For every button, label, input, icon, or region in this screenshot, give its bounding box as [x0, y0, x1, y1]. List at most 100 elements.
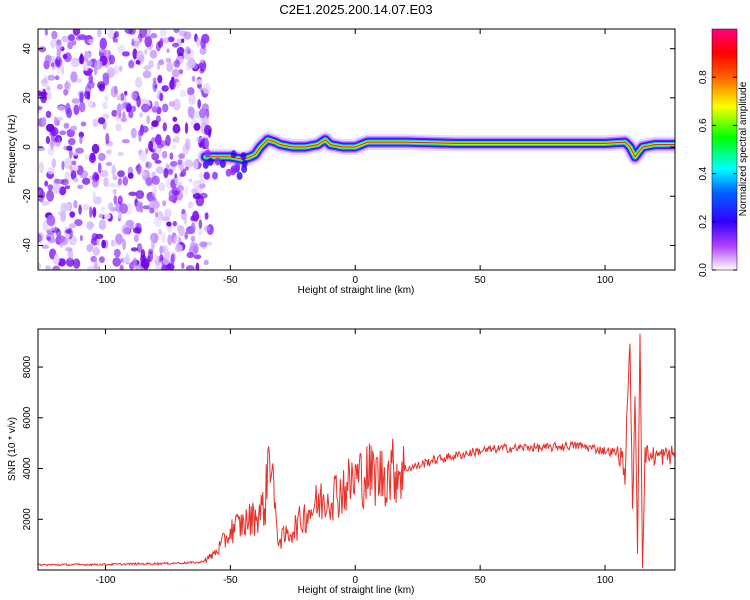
- spectrogram-panel: -100 -50 0 50 100 -40 -20 0 20 40 Height of strai…: [7, 28, 676, 296]
- noise-blob: [69, 165, 73, 173]
- noise-blob: [65, 229, 72, 235]
- noise-blob: [176, 46, 185, 57]
- noise-blob: [184, 185, 188, 196]
- noise-blob: [154, 253, 158, 262]
- noise-blob: [87, 38, 95, 45]
- noise-blob: [125, 219, 135, 227]
- noise-blob: [98, 256, 105, 263]
- noise-blob: [117, 195, 123, 205]
- noise-blob: [50, 39, 58, 47]
- y-tick-label: 20: [22, 92, 33, 104]
- noise-blob: [38, 233, 42, 243]
- noise-blob: [188, 178, 193, 183]
- noise-blob: [196, 36, 201, 47]
- noise-blob: [200, 38, 206, 49]
- y-tick-label: 40: [22, 43, 33, 55]
- noise-blob: [61, 65, 65, 76]
- noise-blob: [107, 202, 114, 211]
- noise-blob: [132, 257, 137, 269]
- noise-blob: [121, 139, 130, 144]
- noise-blob: [145, 29, 151, 37]
- noise-blob: [146, 115, 151, 124]
- noise-blob: [190, 241, 195, 251]
- noise-blob: [69, 211, 76, 218]
- noise-blob: [111, 164, 116, 177]
- noise-blob: [47, 226, 56, 232]
- spectral-blob: [230, 150, 237, 159]
- noise-blob: [53, 253, 60, 265]
- noise-blob: [150, 32, 158, 39]
- noise-blob: [40, 92, 47, 104]
- noise-blob: [156, 61, 161, 70]
- noise-blob: [117, 212, 123, 220]
- noise-blob: [43, 75, 47, 85]
- noise-blob: [152, 80, 158, 93]
- noise-blob: [161, 150, 168, 159]
- noise-blob: [152, 185, 157, 198]
- noise-blob: [184, 159, 194, 169]
- noise-blob: [172, 78, 179, 83]
- noise-blob: [130, 90, 138, 101]
- noise-blob: [108, 183, 117, 188]
- noise-blob: [107, 29, 115, 39]
- noise-blob: [94, 59, 103, 70]
- noise-blob: [87, 100, 94, 109]
- noise-blob: [63, 122, 70, 129]
- noise-blob: [188, 94, 196, 106]
- noise-blob: [102, 102, 108, 110]
- noise-blob: [98, 152, 106, 162]
- snr-frame: [37, 328, 676, 571]
- noise-blob: [91, 143, 100, 154]
- noise-blob: [139, 29, 147, 38]
- noise-blob: [183, 31, 192, 40]
- noise-blob: [172, 98, 181, 111]
- noise-blob: [199, 192, 208, 199]
- noise-blob: [85, 38, 89, 45]
- noise-blob: [114, 31, 119, 38]
- noise-blob: [113, 195, 118, 205]
- noise-blob: [127, 172, 134, 179]
- noise-blob: [117, 151, 124, 156]
- x-tick-label: 50: [475, 275, 487, 286]
- snr-line: [38, 333, 675, 569]
- noise-blob: [94, 174, 100, 181]
- noise-blob: [204, 137, 209, 149]
- y-tick-label: 2000: [22, 508, 33, 531]
- noise-blob: [174, 135, 180, 143]
- noise-blob: [104, 94, 109, 103]
- noise-blob: [116, 110, 120, 122]
- noise-blob: [149, 207, 155, 214]
- noise-blob: [71, 160, 77, 166]
- noise-blob: [161, 216, 170, 222]
- noise-blob: [45, 123, 55, 132]
- noise-blob: [41, 200, 50, 206]
- noise-blob: [195, 79, 203, 85]
- noise-blob: [46, 189, 54, 202]
- noise-blob: [70, 125, 78, 132]
- noise-blob: [179, 89, 187, 98]
- noise-blob: [185, 46, 191, 55]
- noise-blob: [89, 153, 96, 164]
- noise-blob: [138, 54, 145, 63]
- noise-blob: [128, 191, 137, 196]
- noise-blob: [38, 105, 43, 111]
- noise-blob: [203, 259, 209, 265]
- figure-title: C2E1.2025.200.14.07.E03: [279, 2, 432, 17]
- noise-blob: [144, 48, 148, 55]
- spectrogram-axes: -100 -50 0 50 100 -40 -20 0 20 40: [22, 29, 675, 286]
- noise-blob: [64, 171, 71, 181]
- noise-blob: [64, 185, 71, 190]
- noise-blob: [192, 210, 200, 222]
- noise-blob: [87, 80, 95, 89]
- noise-blob: [119, 264, 124, 270]
- noise-blob: [151, 152, 160, 161]
- x-tick-label: 100: [597, 275, 614, 286]
- x-tick-label: -50: [223, 275, 238, 286]
- y-tick-label: 4000: [22, 457, 33, 480]
- noise-blob: [172, 220, 177, 227]
- noise-blob: [91, 178, 99, 188]
- noise-blob: [174, 177, 179, 185]
- noise-blob: [44, 29, 48, 36]
- spectral-blob: [212, 171, 218, 180]
- noise-blob: [203, 225, 210, 232]
